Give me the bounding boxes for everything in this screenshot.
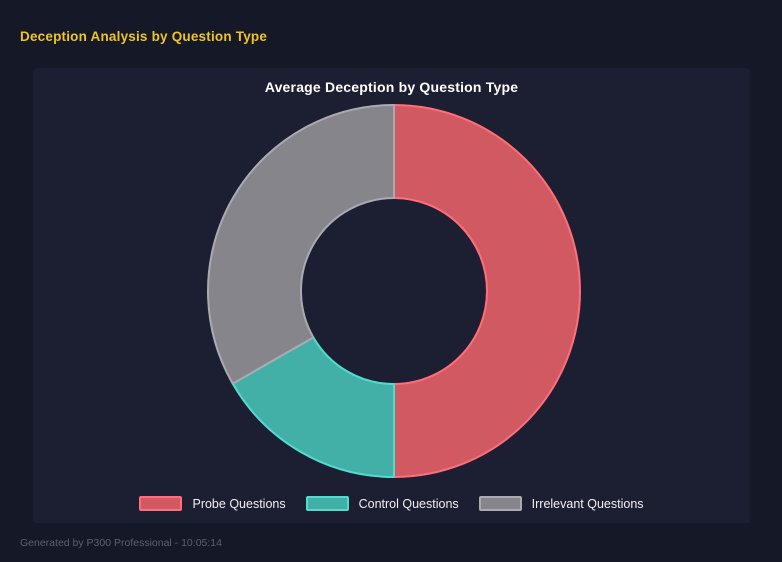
legend-item-probe[interactable]: Probe Questions [139, 496, 286, 511]
doughnut-segment-irrelevant[interactable] [207, 104, 395, 385]
legend-label-irrelevant: Irrelevant Questions [531, 496, 644, 511]
doughnut-segment-probe[interactable] [393, 104, 581, 478]
page-title: Deception Analysis by Question Type [20, 29, 268, 44]
legend-swatch-control [305, 496, 349, 511]
legend-swatch-irrelevant [478, 496, 522, 511]
legend-label-control: Control Questions [358, 496, 459, 511]
chart-title: Average Deception by Question Type [264, 79, 519, 95]
chart-legend: Probe Questions Control Questions Irrele… [33, 496, 750, 511]
footer-status: Generated by P300 Professional - 10:05:1… [20, 537, 222, 549]
doughnut-chart [207, 104, 581, 478]
chart-panel: Average Deception by Question Type Probe… [33, 68, 750, 523]
legend-item-irrelevant[interactable]: Irrelevant Questions [478, 496, 644, 511]
legend-label-probe: Probe Questions [192, 496, 286, 511]
legend-swatch-probe [139, 496, 183, 511]
legend-item-control[interactable]: Control Questions [305, 496, 459, 511]
doughnut-segment-control[interactable] [231, 336, 395, 478]
